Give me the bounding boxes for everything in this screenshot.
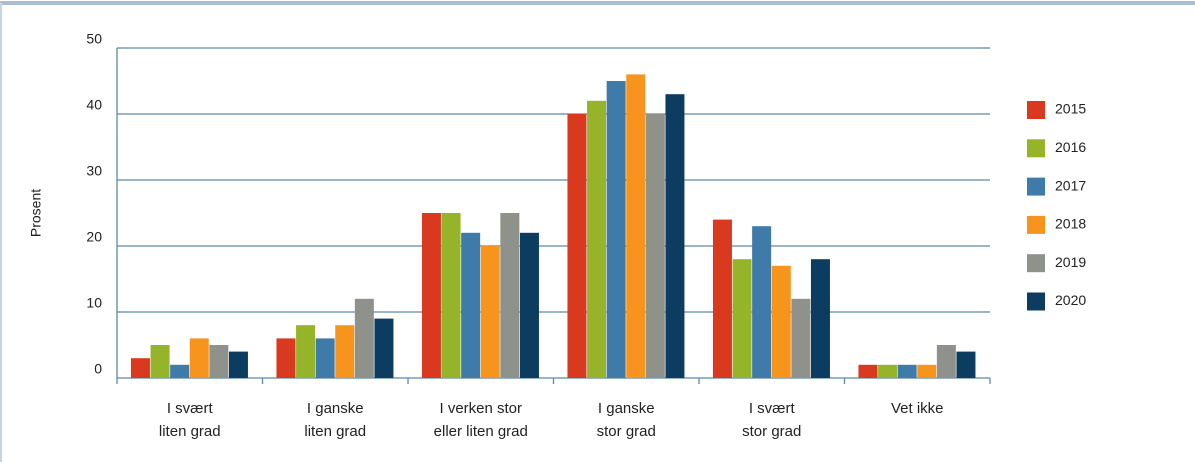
y-tick-label: 20 <box>86 229 102 245</box>
bar <box>567 114 587 378</box>
bar <box>170 364 190 378</box>
legend-label: 2020 <box>1055 292 1086 308</box>
legend-swatch <box>1027 139 1045 158</box>
bar <box>587 100 607 379</box>
legend-label: 2015 <box>1055 101 1086 117</box>
bar <box>626 74 646 379</box>
bar <box>130 358 150 378</box>
bar <box>315 338 335 378</box>
bar <box>228 351 248 378</box>
bar <box>519 232 539 378</box>
y-tick-label: 0 <box>94 361 102 377</box>
bar <box>791 298 811 378</box>
bar <box>897 364 917 378</box>
bar <box>956 351 976 378</box>
bar <box>917 364 937 378</box>
bar <box>878 364 898 378</box>
bar <box>645 114 665 378</box>
bar <box>374 318 394 378</box>
y-tick-label: 50 <box>86 31 102 47</box>
bar <box>335 325 355 378</box>
bar <box>858 364 878 378</box>
legend-swatch <box>1027 292 1045 311</box>
bar <box>354 298 374 378</box>
legend-swatch <box>1027 254 1045 273</box>
bar <box>936 345 956 378</box>
x-tick-label: I ganske liten grad <box>304 400 367 440</box>
bar <box>276 338 296 378</box>
bar <box>189 338 209 378</box>
bar <box>606 81 626 378</box>
bar <box>752 226 772 378</box>
bar <box>421 213 441 378</box>
bar <box>441 213 461 378</box>
bar <box>480 246 500 378</box>
legend-label: 2019 <box>1055 254 1086 270</box>
legend-label: 2018 <box>1055 216 1086 232</box>
x-tick-label: I svært stor grad <box>742 400 802 440</box>
x-tick-label: I ganske stor grad <box>596 400 656 440</box>
legend-swatch <box>1027 177 1045 196</box>
x-tick-label: Vet ikke <box>890 400 944 417</box>
y-axis-label: Prosent <box>28 189 44 237</box>
bar <box>150 345 170 378</box>
y-tick-label: 40 <box>86 97 102 113</box>
bar <box>771 265 791 378</box>
bar <box>296 325 316 378</box>
bar <box>500 213 520 378</box>
bar <box>665 94 685 378</box>
legend-label: 2016 <box>1055 139 1086 155</box>
bar <box>461 232 481 378</box>
y-tick-label: 10 <box>86 295 102 311</box>
legend-swatch <box>1027 101 1045 119</box>
bar <box>712 219 732 378</box>
x-tick-label: I verken stor eller liten grad <box>433 400 528 440</box>
y-tick-label: 30 <box>86 163 102 179</box>
bar <box>732 259 752 378</box>
bar <box>209 345 229 378</box>
legend-swatch <box>1027 215 1045 234</box>
x-tick-label: I svært liten grad <box>158 400 221 440</box>
bar <box>810 259 830 378</box>
legend-label: 2017 <box>1055 177 1086 193</box>
